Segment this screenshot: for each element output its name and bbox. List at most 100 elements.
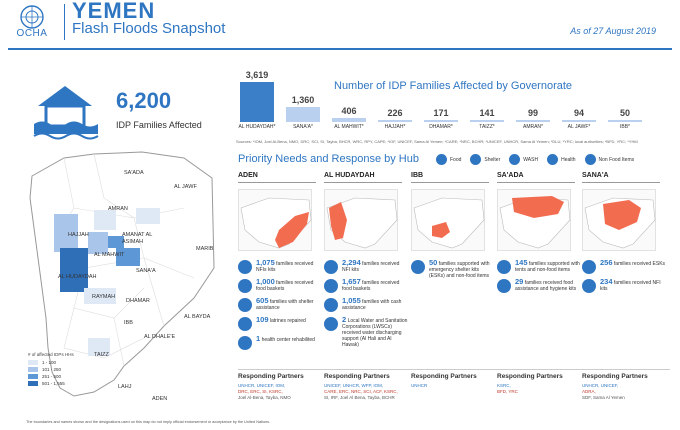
response-icon xyxy=(582,260,596,274)
bar-value-label: 94 xyxy=(573,108,584,118)
response-number: 1,075 xyxy=(256,258,275,267)
hub-name: AL HUDAYDAH xyxy=(324,172,375,179)
response-number: 1,000 xyxy=(256,277,275,286)
hub-column: SA'ADA 145 families supported with tents … xyxy=(497,172,581,297)
map-label: RAYMAH xyxy=(92,294,116,300)
response-item: 1,657 families received food baskets xyxy=(324,278,408,293)
header-rule xyxy=(8,48,672,50)
bar xyxy=(332,117,366,122)
responding-partners: Responding Partners UNHCR, UNICEF, ADRA, SD… xyxy=(582,373,666,401)
bar xyxy=(378,119,412,122)
chart-sources: Sources: *IOM, Joel Al-Bena, NMO, DRC, S… xyxy=(236,139,638,144)
partner-line: DRC, ERC, SI, KSRC, xyxy=(238,389,283,394)
response-icon xyxy=(582,279,596,293)
response-text: families received NFI kits xyxy=(342,261,400,273)
hub-map xyxy=(238,189,312,251)
hub-column: AL HUDAYDAH 2,294 families received NFI k… xyxy=(324,172,408,352)
shelter-icon xyxy=(470,154,482,165)
legend-title: # of affected IDPs HHs xyxy=(28,352,74,357)
response-number: 29 xyxy=(515,277,524,286)
legend-swatch xyxy=(28,367,38,372)
legend-range: 251 - 500 xyxy=(42,374,62,379)
response-item: 29 families received food assistance and… xyxy=(497,278,581,293)
legend-swatch xyxy=(28,374,38,379)
partners-title: Responding Partners xyxy=(411,373,477,380)
hub-column: ADEN 1,075 families received NFIs kits 1,0… xyxy=(238,172,322,354)
response-number: 1,657 xyxy=(342,277,361,286)
response-icon xyxy=(324,260,338,274)
hub-column: SANA'A 256 families received ESKs 234 fami… xyxy=(582,172,666,297)
bar-value-label: 3,619 xyxy=(245,70,269,80)
map-label: SA'ADA xyxy=(124,170,144,176)
response-text: families received ESKs xyxy=(613,261,666,267)
map-label: AL MAHWIT xyxy=(94,252,125,258)
disclaimer: The boundaries and names shown and the d… xyxy=(26,420,271,424)
hub-map xyxy=(411,189,485,251)
response-item: 50 families supported with emergency she… xyxy=(411,259,495,279)
bar-value-label: 50 xyxy=(619,108,630,118)
bar xyxy=(286,106,320,122)
bar xyxy=(562,120,596,122)
responding-partners: Responding Partners UNHCR, UNICEF, IOM, DR… xyxy=(238,373,322,401)
response-icon xyxy=(238,298,252,312)
legend-food: Food xyxy=(450,156,462,163)
org-name: OCHA xyxy=(16,28,48,39)
partner-line: UNHCR xyxy=(411,383,428,388)
bar-category-label: AMRAN* xyxy=(522,124,543,130)
hub-name: IBB xyxy=(411,172,424,179)
map-label: ADEN xyxy=(152,396,168,402)
response-text: families supported with emergency shelte… xyxy=(429,261,490,279)
legend-range: 101 - 250 xyxy=(42,367,62,372)
response-item: 234 families received NFI kits xyxy=(582,278,666,293)
headline-label: IDP Families Affected xyxy=(116,120,202,130)
hub-name: SANA'A xyxy=(582,172,609,179)
map-label: TAIZZ xyxy=(94,352,109,358)
bar xyxy=(240,82,274,122)
bar-category-label: AL MAHWIT* xyxy=(334,124,364,130)
partner-line: UNHCR, UNICEF, xyxy=(582,383,619,388)
hub-items: 1,075 families received NFIs kits 1,000 f… xyxy=(238,259,322,350)
legend-shelter: Shelter xyxy=(484,156,501,163)
bar-category-label: HAJJAH* xyxy=(384,124,406,130)
response-text: families supported with tents and non-fo… xyxy=(515,261,580,273)
response-number: 2,294 xyxy=(342,258,361,267)
response-number: 1 xyxy=(256,334,261,343)
bar-category-label: SANA'A* xyxy=(293,124,313,130)
map-label: IBB xyxy=(124,320,133,326)
header: OCHA YEMEN Flash Floods Snapshot As of 2… xyxy=(0,0,680,46)
map-label: MARIB xyxy=(196,246,214,252)
legend-swatch xyxy=(28,360,38,365)
legend-range: 501 - 1,555 xyxy=(42,381,65,386)
responding-partners: Responding Partners UNICEF, UNHCR, WFP, I… xyxy=(324,373,408,401)
hub-column: IBB 50 families supported with emergency … xyxy=(411,172,495,283)
bar-value-label: 171 xyxy=(433,108,449,118)
partner-line: BFD, YRC xyxy=(497,389,518,394)
response-icon xyxy=(238,260,252,274)
responding-partners: Responding Partners UNHCR xyxy=(411,373,495,389)
response-icon xyxy=(497,260,511,274)
hub-name: ADEN xyxy=(238,172,258,179)
map-label: AL HUDAYDAH xyxy=(58,274,97,280)
response-text: families received food baskets xyxy=(256,280,314,292)
response-icon xyxy=(324,298,338,312)
response-item: 1,055 families with cash assistance xyxy=(324,297,408,312)
partners-title: Responding Partners xyxy=(238,373,304,380)
map-label: DHAMAR xyxy=(126,298,150,304)
partners-title: Responding Partners xyxy=(497,373,563,380)
hub-items: 2,294 families received NFI kits 1,657 fa… xyxy=(324,259,408,348)
response-text: families received NFIs kits xyxy=(256,261,314,273)
response-text: health center rehabilited xyxy=(261,337,315,343)
response-icon xyxy=(238,279,252,293)
yemen-map: SA'ADA AL JAWF AMRAN HAJJAH AMANAT AL AS… xyxy=(24,148,220,410)
headline-value: 6,200 xyxy=(116,88,172,113)
legend-range: 1 - 100 xyxy=(42,360,57,365)
bar-category-label: DHAMAR* xyxy=(429,124,453,130)
partner-line: CARE, ERC, NRC, SCI, ACF, KSRC, xyxy=(324,389,398,394)
hub-rule xyxy=(324,182,402,183)
hub-name: SA'ADA xyxy=(497,172,524,179)
response-icon xyxy=(238,336,252,350)
map-label: AL JAWF xyxy=(174,184,197,190)
response-number: 109 xyxy=(256,315,269,324)
as-of-date: As of 27 August 2019 xyxy=(570,26,656,36)
bar-value-label: 226 xyxy=(387,107,403,118)
